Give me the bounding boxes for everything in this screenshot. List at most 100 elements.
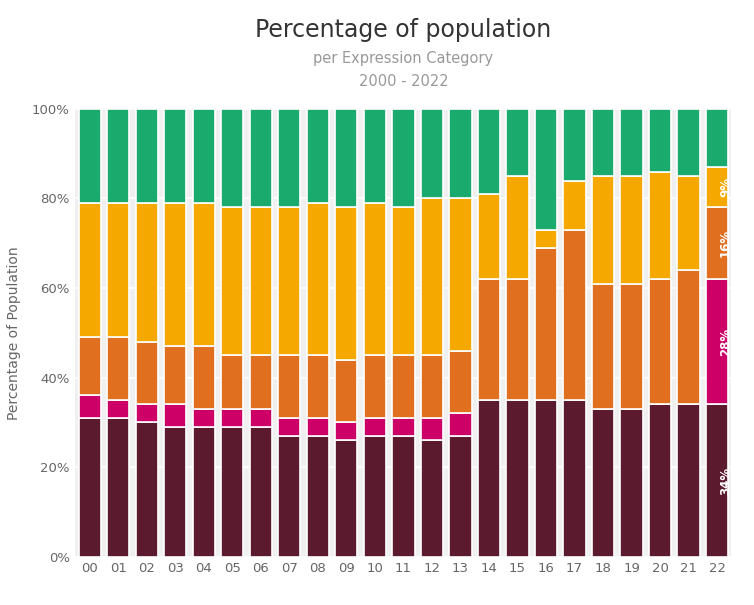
Bar: [421, 440, 443, 557]
Bar: [592, 409, 615, 557]
Bar: [706, 109, 728, 167]
Bar: [678, 176, 700, 270]
Bar: [392, 418, 415, 436]
Bar: [592, 176, 615, 284]
Bar: [449, 351, 471, 413]
Bar: [136, 404, 158, 422]
Text: 16%: 16%: [719, 229, 732, 257]
Bar: [78, 337, 101, 396]
Bar: [192, 427, 215, 557]
Bar: [706, 167, 728, 208]
Bar: [706, 404, 728, 557]
Bar: [392, 208, 415, 355]
Bar: [535, 400, 557, 557]
Bar: [363, 109, 386, 203]
Bar: [621, 176, 642, 284]
Bar: [250, 427, 272, 557]
Bar: [649, 172, 671, 279]
Bar: [478, 194, 500, 279]
Bar: [278, 436, 300, 557]
Bar: [164, 346, 186, 404]
Bar: [192, 346, 215, 409]
Bar: [221, 409, 244, 427]
Y-axis label: Percentage of Population: Percentage of Population: [7, 246, 21, 419]
Bar: [250, 109, 272, 208]
Bar: [478, 109, 500, 194]
Bar: [164, 203, 186, 346]
Bar: [449, 413, 471, 436]
Bar: [449, 436, 471, 557]
Bar: [307, 203, 329, 355]
Bar: [706, 208, 728, 279]
Bar: [107, 203, 129, 337]
Bar: [678, 270, 700, 404]
Text: 2000 - 2022: 2000 - 2022: [359, 74, 448, 89]
Bar: [621, 109, 642, 176]
Bar: [706, 279, 728, 404]
Bar: [392, 355, 415, 418]
Bar: [621, 409, 642, 557]
Bar: [221, 208, 244, 355]
Bar: [107, 400, 129, 418]
Bar: [449, 198, 471, 351]
Bar: [192, 203, 215, 346]
Bar: [507, 279, 529, 400]
Bar: [478, 400, 500, 557]
Bar: [136, 342, 158, 404]
Bar: [107, 418, 129, 557]
Bar: [563, 230, 586, 400]
Bar: [592, 284, 615, 409]
Bar: [278, 355, 300, 418]
Bar: [307, 436, 329, 557]
Bar: [649, 109, 671, 172]
Bar: [649, 279, 671, 404]
Bar: [563, 180, 586, 230]
Bar: [278, 109, 300, 208]
Bar: [221, 109, 244, 208]
Bar: [363, 436, 386, 557]
Bar: [392, 109, 415, 208]
Bar: [278, 208, 300, 355]
Bar: [592, 109, 615, 176]
Bar: [449, 109, 471, 198]
Bar: [421, 418, 443, 440]
Bar: [563, 400, 586, 557]
Bar: [164, 109, 186, 203]
Bar: [136, 203, 158, 342]
Text: per Expression Category: per Expression Category: [314, 51, 493, 67]
Bar: [621, 284, 642, 409]
Bar: [221, 427, 244, 557]
Bar: [250, 409, 272, 427]
Bar: [307, 418, 329, 436]
Bar: [78, 418, 101, 557]
Bar: [107, 337, 129, 400]
Bar: [136, 422, 158, 557]
Bar: [78, 203, 101, 337]
Bar: [649, 404, 671, 557]
Bar: [678, 404, 700, 557]
Bar: [278, 418, 300, 436]
Bar: [336, 359, 357, 422]
Bar: [307, 109, 329, 203]
Bar: [392, 436, 415, 557]
Text: Percentage of population: Percentage of population: [256, 18, 551, 42]
Bar: [363, 418, 386, 436]
Bar: [78, 396, 101, 418]
Bar: [421, 198, 443, 355]
Bar: [507, 176, 529, 279]
Bar: [535, 247, 557, 400]
Bar: [107, 109, 129, 203]
Bar: [363, 355, 386, 418]
Bar: [192, 409, 215, 427]
Bar: [678, 109, 700, 176]
Bar: [507, 400, 529, 557]
Bar: [478, 279, 500, 400]
Bar: [136, 109, 158, 203]
Bar: [78, 109, 101, 203]
Bar: [164, 427, 186, 557]
Bar: [164, 404, 186, 427]
Bar: [336, 208, 357, 359]
Bar: [363, 203, 386, 355]
Bar: [192, 109, 215, 203]
Bar: [563, 109, 586, 180]
